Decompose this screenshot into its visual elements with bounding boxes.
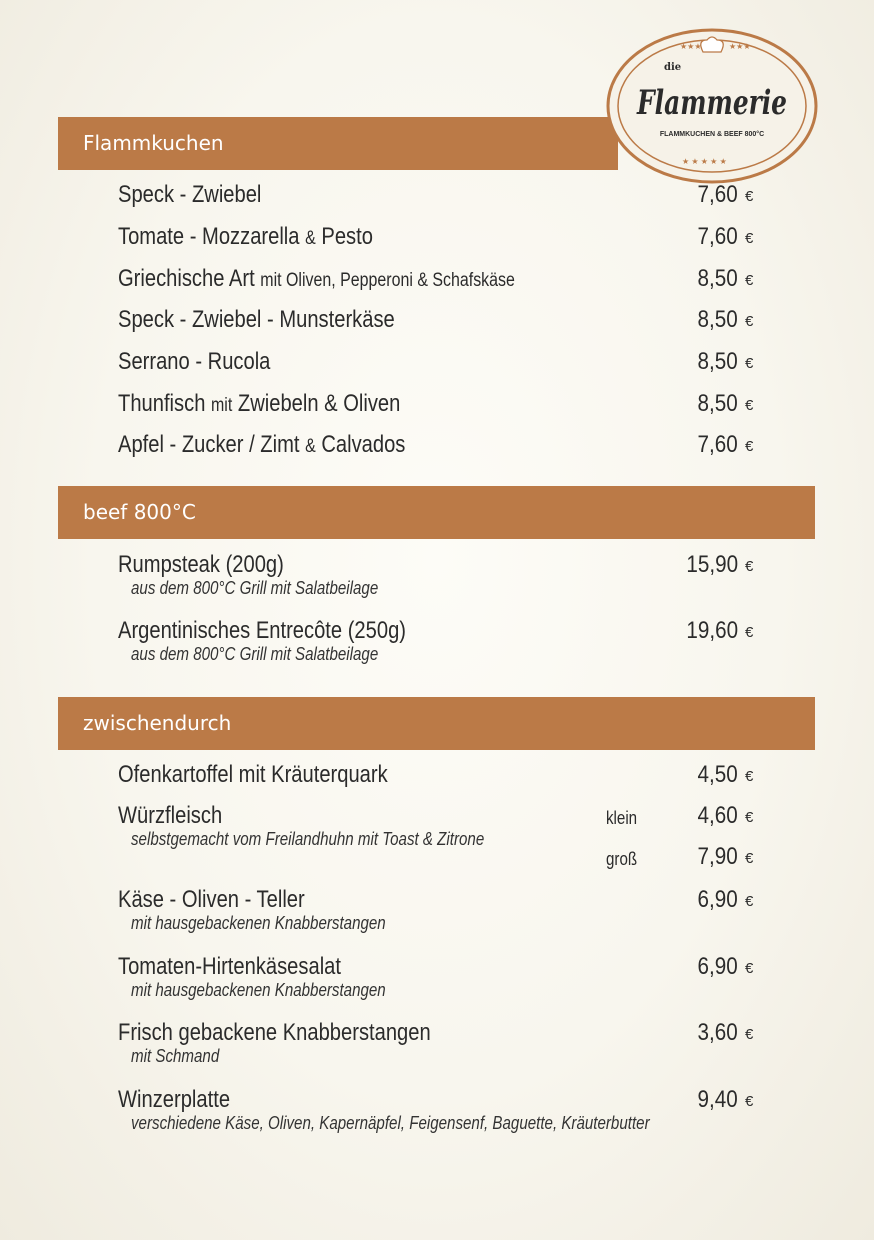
item-price: 7,90 xyxy=(697,843,738,870)
item-name-part: mit Oliven, Pepperoni & Schafskäse xyxy=(260,270,515,291)
item-name-part: mit xyxy=(211,395,233,416)
item-name: Griechische Art mit Oliven, Pepperoni & … xyxy=(118,265,515,295)
star-icon: ★★★ xyxy=(680,42,702,51)
currency-symbol: € xyxy=(745,809,754,826)
item-description: aus dem 800°C Grill mit Salatbeilage xyxy=(131,644,379,664)
item-name-part: Apfel - Zucker / Zimt xyxy=(118,431,306,458)
item-price: 6,90 xyxy=(697,886,738,913)
portion-size: groß xyxy=(606,849,638,869)
currency-symbol: € xyxy=(745,768,754,785)
section-title: zwischendurch xyxy=(83,711,232,735)
item-name: Apfel - Zucker / Zimt & Calvados xyxy=(118,431,405,461)
portion-size: klein xyxy=(606,808,638,828)
item-name-part: Thunfisch xyxy=(118,390,212,417)
currency-symbol: € xyxy=(745,355,754,372)
item-name: Rumpsteak (200g) xyxy=(118,551,284,579)
item-price: 6,90 xyxy=(697,953,738,980)
item-price: 7,60 xyxy=(697,181,738,208)
item-price: 4,60 xyxy=(697,802,738,829)
item-name-part: & xyxy=(305,436,316,457)
item-name: Ofenkartoffel mit Kräuterquark xyxy=(118,761,388,789)
item-name-part: Rumpsteak (200g) xyxy=(118,551,284,578)
item-description: mit hausgebackenen Knabberstangen xyxy=(131,980,386,1000)
logo-small-text: die xyxy=(664,62,681,73)
item-price: 8,50 xyxy=(697,306,738,333)
item-name-part: Winzerplatte xyxy=(118,1086,231,1113)
currency-symbol: € xyxy=(745,438,754,455)
item-name-part: & xyxy=(305,228,316,249)
item-description: aus dem 800°C Grill mit Salatbeilage xyxy=(131,578,379,598)
currency-symbol: € xyxy=(745,188,754,205)
item-name: Thunfisch mit Zwiebeln & Oliven xyxy=(118,390,400,420)
item-description: mit Schmand xyxy=(131,1046,220,1066)
item-description: selbstgemacht vom Freilandhuhn mit Toast… xyxy=(131,829,485,849)
item-name-part: Frisch gebackene Knabberstangen xyxy=(118,1019,431,1046)
item-name-part: Speck - Zwiebel - Munsterkäse xyxy=(118,306,395,333)
item-price: 19,60 xyxy=(686,617,738,644)
item-name: Speck - Zwiebel - Munsterkäse xyxy=(118,306,395,334)
item-name: Frisch gebackene Knabberstangen xyxy=(118,1019,431,1047)
currency-symbol: € xyxy=(745,850,754,867)
logo-tagline: FLAMMKUCHEN & BEEF 800°C xyxy=(660,130,764,138)
chef-hat-icon xyxy=(700,36,724,53)
item-name: Würzfleisch xyxy=(118,802,222,830)
section-header-0: Flammkuchen xyxy=(58,117,618,170)
item-name-part: Argentinisches Entrecôte (250g) xyxy=(118,617,407,644)
item-name: Serrano - Rucola xyxy=(118,348,270,376)
currency-symbol: € xyxy=(745,558,754,575)
item-price: 8,50 xyxy=(697,348,738,375)
currency-symbol: € xyxy=(745,893,754,910)
item-name-part: Ofenkartoffel mit Kräuterquark xyxy=(118,761,388,788)
currency-symbol: € xyxy=(745,960,754,977)
item-name: Käse - Oliven - Teller xyxy=(118,886,305,914)
logo-outer-ring xyxy=(606,28,818,184)
star-icon: ★★★ xyxy=(729,42,751,51)
item-price: 7,60 xyxy=(697,431,738,458)
item-name-part: Pesto xyxy=(315,223,373,250)
item-description: verschiedene Käse, Oliven, Kapernäpfel, … xyxy=(131,1113,650,1133)
item-name-part: Zwiebeln & Oliven xyxy=(232,390,401,417)
currency-symbol: € xyxy=(745,230,754,247)
item-description: mit hausgebackenen Knabberstangen xyxy=(131,913,386,933)
section-header-2: zwischendurch xyxy=(58,697,815,750)
section-header-1: beef 800°C xyxy=(58,486,815,539)
item-name-part: Tomaten-Hirtenkäsesalat xyxy=(118,953,341,980)
item-price: 8,50 xyxy=(697,265,738,292)
star-icon: ★ ★ ★ ★ ★ xyxy=(682,157,727,166)
item-price: 3,60 xyxy=(697,1019,738,1046)
item-name: Argentinisches Entrecôte (250g) xyxy=(118,617,406,645)
item-name-part: Griechische Art xyxy=(118,265,261,292)
item-name: Tomaten-Hirtenkäsesalat xyxy=(118,953,341,981)
currency-symbol: € xyxy=(745,1093,754,1110)
logo-wordmark: Flammerie xyxy=(636,83,787,123)
currency-symbol: € xyxy=(745,272,754,289)
item-price: 7,60 xyxy=(697,223,738,250)
item-price: 9,40 xyxy=(697,1086,738,1113)
item-name-part: Käse - Oliven - Teller xyxy=(118,886,305,913)
item-price: 8,50 xyxy=(697,390,738,417)
section-title: Flammkuchen xyxy=(83,131,224,155)
currency-symbol: € xyxy=(745,397,754,414)
item-name: Winzerplatte xyxy=(118,1086,230,1114)
section-title: beef 800°C xyxy=(83,500,196,524)
item-name-part: Calvados xyxy=(315,431,406,458)
currency-symbol: € xyxy=(745,313,754,330)
item-price: 4,50 xyxy=(697,761,738,788)
currency-symbol: € xyxy=(745,624,754,641)
flammerie-logo: ★★★ ★★★ ★ ★ ★ ★ ★ die Flammerie FLAMMKUC… xyxy=(606,28,818,184)
item-name: Speck - Zwiebel xyxy=(118,181,261,209)
item-name-part: Speck - Zwiebel xyxy=(118,181,262,208)
currency-symbol: € xyxy=(745,1026,754,1043)
item-name-part: Würzfleisch xyxy=(118,802,223,829)
item-name: Tomate - Mozzarella & Pesto xyxy=(118,223,373,253)
item-name-part: Serrano - Rucola xyxy=(118,348,271,375)
item-name-part: Tomate - Mozzarella xyxy=(118,223,306,250)
item-price: 15,90 xyxy=(686,551,738,578)
